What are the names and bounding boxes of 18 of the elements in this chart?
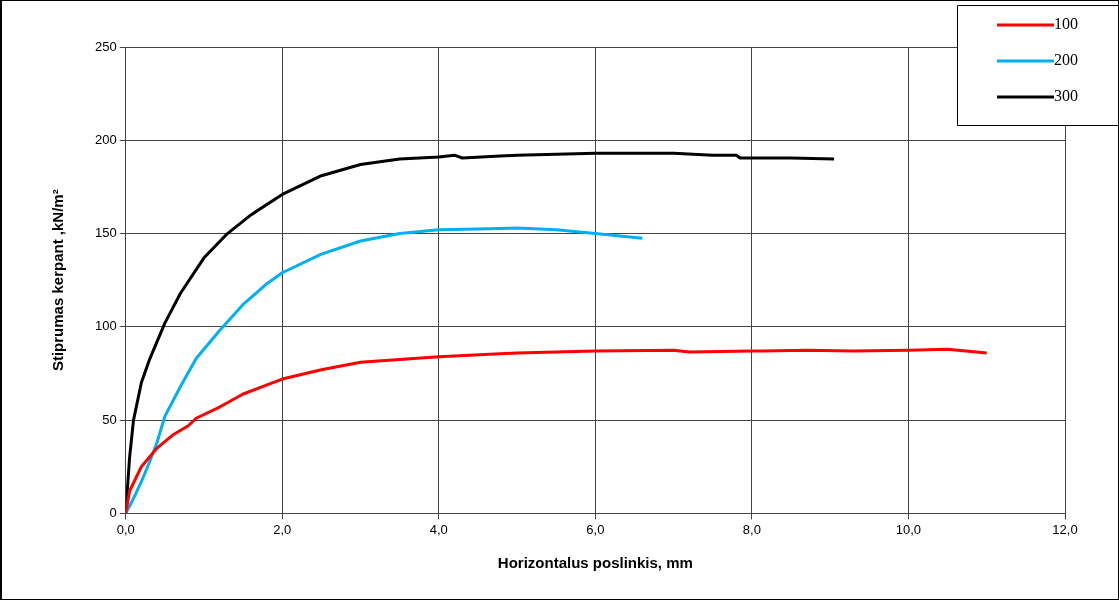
y-tick-label: 50 <box>102 411 117 427</box>
x-tick-label: 2,0 <box>273 521 292 537</box>
y-tick-label: 150 <box>94 225 117 241</box>
x-tick-label: 4,0 <box>429 521 448 537</box>
x-tick-label: 12,0 <box>1052 521 1078 537</box>
legend-label: 200 <box>1054 51 1078 69</box>
legend-label: 100 <box>1054 15 1078 33</box>
x-tick-label: 6,0 <box>586 521 605 537</box>
x-tick-label: 8,0 <box>742 521 761 537</box>
y-axis-title: Stiprumas kerpant ,kN/m² <box>49 189 67 372</box>
y-tick-label: 0 <box>109 504 117 520</box>
legend-label: 300 <box>1054 87 1078 105</box>
x-axis-title: Horizontalus poslinkis, mm <box>497 554 693 572</box>
y-tick-label: 200 <box>94 131 117 147</box>
y-tick-label: 100 <box>94 318 117 334</box>
x-tick-label: 0,0 <box>116 521 135 537</box>
y-tick-label: 250 <box>94 38 117 54</box>
x-tick-label: 10,0 <box>895 521 922 537</box>
